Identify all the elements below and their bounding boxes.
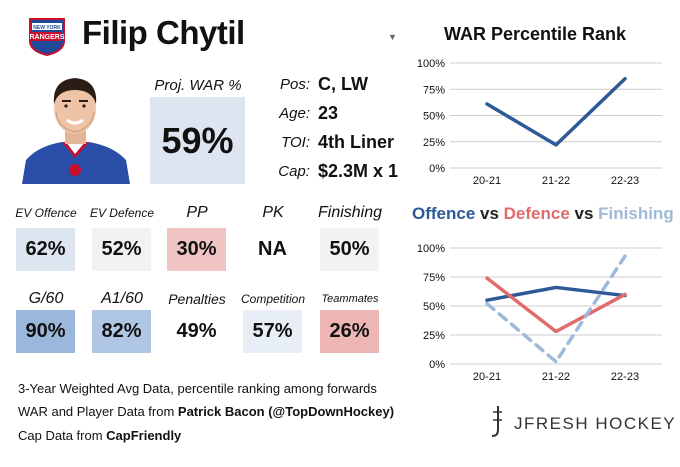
stat-value-competition: 57% [243, 310, 302, 353]
info-label: Cap: [278, 162, 310, 180]
team-logo: NEW YORK RANGERS [26, 15, 68, 57]
chevron-down-icon[interactable]: ▼ [388, 32, 397, 42]
info-value: 4th Liner [318, 131, 395, 152]
data-point [485, 298, 489, 302]
chart1-title: WAR Percentile Rank [444, 24, 627, 44]
footer-cap-name: CapFriendly [106, 428, 182, 443]
y-tick-label: 50% [423, 301, 445, 313]
footer-note: 3-Year Weighted Avg Data, percentile ran… [18, 381, 377, 396]
y-tick-label: 25% [423, 330, 445, 342]
stat-label-g60: G/60 [28, 290, 64, 307]
stat-value-teammates: 26% [320, 310, 379, 353]
data-point [485, 302, 489, 306]
stat-label-pp: PP [186, 204, 208, 221]
info-row-toi: TOI: 4th Liner [268, 130, 398, 154]
y-tick-label: 50% [423, 111, 445, 123]
info-label: TOI: [281, 133, 310, 151]
chart2-title-finishing: Finishing [598, 204, 674, 223]
info-row-age: Age: 23 [268, 101, 398, 125]
proj-war-label: Proj. WAR % [154, 77, 242, 94]
info-label: Pos: [279, 75, 310, 93]
data-point [623, 292, 627, 296]
y-tick-label: 75% [423, 84, 445, 96]
series-line-finishing [485, 254, 627, 364]
stat-label-teammates: Teammates [321, 293, 379, 305]
stat-value-pk: NA [243, 228, 302, 271]
x-tick-label: 21-22 [542, 175, 570, 187]
x-tick-label: 20-21 [473, 175, 501, 187]
stat-label-pk: PK [262, 204, 284, 221]
footer-source-war: WAR and Player Data from Patrick Bacon (… [18, 404, 394, 419]
x-tick-label: 20-21 [473, 371, 501, 382]
stat-value-a160: 82% [92, 310, 151, 353]
data-point [554, 330, 558, 334]
chart2-title: Offence vs Defence vs Finishing [412, 204, 674, 224]
x-tick-label: 22-23 [611, 371, 639, 382]
info-label: Age: [279, 104, 310, 122]
brand: JFRESH HOCKEY [488, 404, 676, 443]
stat-label-a160: A1/60 [101, 290, 143, 307]
series-line [485, 77, 627, 147]
info-value: 23 [318, 102, 339, 123]
stat-value-ev-offence: 62% [16, 228, 75, 271]
footer-source-prefix: WAR and Player Data from [18, 404, 178, 419]
data-point [623, 77, 627, 81]
footer-cap-prefix: Cap Data from [18, 428, 107, 443]
data-point [485, 276, 489, 280]
data-point [554, 360, 558, 364]
info-row-pos: Pos: C, LW [268, 72, 398, 96]
brand-name: JFRESH HOCKEY [514, 413, 677, 433]
x-tick-label: 21-22 [542, 371, 570, 382]
stat-label-ev-defence: EV Defence [89, 206, 155, 220]
stat-label-finishing: Finishing [317, 204, 383, 221]
y-tick-label: 0% [429, 163, 445, 175]
stat-value-finishing: 50% [320, 228, 379, 271]
y-tick-label: 100% [417, 243, 445, 255]
stat-value-pp: 30% [167, 228, 226, 271]
chart2-title-vs: vs [475, 204, 504, 223]
chart2-title-offence: Offence [412, 204, 476, 223]
stat-value-g60: 90% [16, 310, 75, 353]
data-point [485, 102, 489, 106]
y-tick-label: 100% [417, 58, 445, 70]
svg-text:RANGERS: RANGERS [29, 34, 64, 41]
info-value: C, LW [318, 73, 368, 94]
brand-logo-icon [488, 404, 504, 443]
data-point [623, 254, 627, 258]
war-rank-chart: 0% 25% 50% 75% 100% 20-21 21-22 22-23 [417, 58, 662, 187]
data-point [554, 143, 558, 147]
data-point [554, 285, 558, 289]
footer-source-name: Patrick Bacon (@TopDownHockey) [177, 404, 395, 419]
offence-defence-finishing-chart: 0% 25% 50% 75% 100% 20-21 21-22 22-23 [417, 243, 662, 382]
y-tick-label: 0% [429, 359, 445, 371]
player-name: Filip Chytil [82, 14, 245, 51]
stat-label-competition: Competition [240, 292, 306, 306]
x-tick-label: 22-23 [611, 175, 639, 187]
stat-label-penalties: Penalties [168, 291, 226, 307]
info-value: $2.3M x 1 [317, 160, 398, 181]
chart2-title-vs: vs [569, 204, 599, 223]
chart2-title-defence: Defence [503, 204, 570, 223]
player-photo [18, 68, 133, 184]
stat-value-ev-defence: 52% [92, 228, 151, 271]
stat-label-ev-offence: EV Offence [15, 206, 77, 220]
svg-text:NEW YORK: NEW YORK [33, 25, 61, 31]
info-row-cap: Cap: $2.3M x 1 [268, 159, 398, 183]
stat-value-penalties: 49% [167, 310, 226, 353]
y-tick-label: 75% [423, 272, 445, 284]
y-tick-label: 25% [423, 137, 445, 149]
footer-source-cap: Cap Data from CapFriendly [18, 428, 181, 443]
proj-war-value: 59% [150, 97, 245, 184]
